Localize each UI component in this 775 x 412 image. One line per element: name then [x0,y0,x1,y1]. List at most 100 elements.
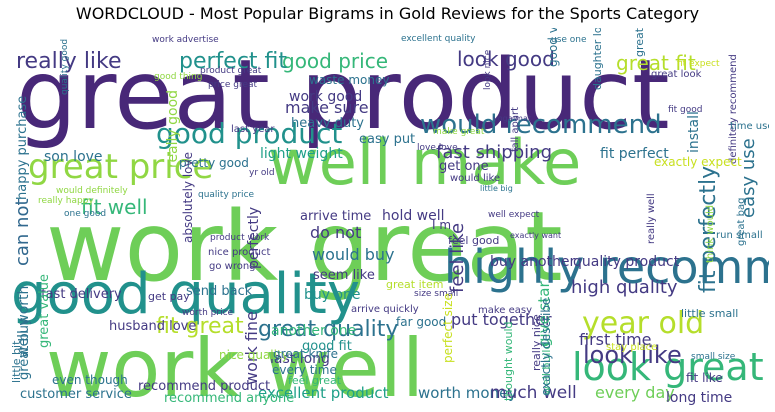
word-exactly-expect: exactly expect [654,155,742,169]
word-perfect-size: perfect size [441,293,455,363]
word-absolutely-love: absolutely love [181,152,195,243]
word-heavy-duty: heavy duty [291,116,364,131]
word-year-old: year old [582,306,704,341]
word-easy-use: easy use [738,138,759,218]
word-great-knife: great knife [273,347,338,361]
word-quality-good: quality good [60,39,70,95]
word-fit-expect: fit expect [677,59,720,69]
word-arrive-time: arrive time [300,209,371,224]
word-make-easy: make easy [478,305,532,316]
word-even-though: even though [52,373,128,387]
word-get-pay: get pay [148,290,190,303]
page-title: WORDCLOUD - Most Popular Bigrams in Gold… [75,4,700,23]
word-think-would: think would [705,205,716,263]
word-another-one: another one [271,323,356,339]
word-worth-price: worth price [182,308,234,318]
word-daughter-love: daughter love [591,28,604,90]
word-fit-perfectly: fit perfectly [696,166,721,293]
word-fit-perfect: fit perfect [600,146,669,162]
word-send-back: send back [186,284,253,299]
word-thought-would: thought would [502,322,515,402]
word-last-year: last year [231,124,275,135]
word-well-build: well build [540,343,553,395]
word-would-buy: would buy [312,245,394,264]
word-fast-shipping: fast shipping [436,142,552,163]
word-easy-put: easy put [359,132,415,147]
word-hold-well: hold well [382,208,445,224]
word-first-time: first time [579,330,652,349]
word-product-great: product great [200,66,262,76]
word-quality-product: quality product [573,254,680,270]
word-last-long: last long [270,351,330,367]
word-feel-like: feel like [447,223,468,293]
word-size-small: size small [414,289,458,299]
word-can-not: can not [12,198,33,266]
word-exactly-describe: exactly describe [539,298,553,396]
word-fit-great: fit great [156,314,244,339]
word-i-m: I m [432,218,451,232]
word-excellent-product: excellent product [258,384,389,402]
word-seem-like: seem like [313,268,375,283]
word-pretty-good: pretty good [179,156,249,170]
word-install: install [686,111,702,153]
word-good-product: good product [156,117,342,150]
word-great-product: great product [16,39,670,151]
word-far-good: far good [396,315,446,329]
word-fit-good: fit good [668,105,703,115]
word-waste-money: waste money [309,73,389,87]
word-perfectly: perfectly [246,207,262,269]
word-look-nice: look nice [483,49,493,90]
word-work-fine: work fine [242,311,261,385]
word-would-recommend: would recommend [420,110,662,140]
word-nice-quality: nice quality [219,348,289,362]
word-good-value: good value [546,28,560,67]
word-look-great: look great [572,345,764,389]
word-great-deal: great deal [633,28,646,57]
word-use-one: use one [551,35,587,45]
word-one-good: one good [64,209,106,219]
word-every-day: every day [595,383,675,402]
word-would-definitely: would definitely [56,186,128,196]
word-great-buy: great buy [17,317,32,380]
word-great-fit: great fit [616,51,696,75]
word-quality-price: quality price [198,190,255,200]
word-customer-service: customer service [20,387,132,402]
word-perfect-fit: perfect fit [179,49,287,74]
word-exactly-want: exactly want [510,231,561,240]
word-feel-great: feel great [288,374,342,387]
word-fit-like: fit like [686,371,723,385]
word-work-good: work good [289,89,362,105]
word-good-thing: good thing [154,72,202,82]
word-cloud: great product work great work well well mak… [10,28,769,406]
word-well-make: well make [268,126,581,199]
word-highly-recommend: highly recommend [444,240,769,294]
word-recommend-anyone: recommend anyone [164,391,294,406]
word-product-work: product work [210,233,270,243]
word-excellent-quality: excellent quality [401,34,476,44]
word-go-wrong: go wrong [209,261,256,272]
word-fall-apart: fall apart [510,107,521,152]
word-fast-delivery: fast delivery [41,287,122,302]
word-work-well: work well [46,322,424,406]
word-great-bag: great bag [736,198,747,246]
word-love-love: love love [417,143,458,153]
word-high-quality: high quality [571,277,678,298]
word-small-size: small size [691,352,736,362]
word-worth-money: worth money [418,384,517,402]
word-stay-place: stay place [606,342,657,353]
word-get-one: get one [439,159,489,174]
word-husband-love: husband love [109,319,196,334]
word-great-price: great price [28,147,213,187]
word-would-like: would like [450,173,500,184]
word-light-weight: light weight [260,146,343,162]
word-price-great: price great [208,80,258,90]
word-much-well: much well [490,383,577,403]
word-buy-another: buy another [490,254,575,270]
word-happy-purchase: happy purchase [15,96,30,200]
word-good-quality: good quality [11,262,360,327]
word-look-good: look good [457,47,555,71]
word-well-worth: well worth [16,286,32,358]
word-really-like: really like [16,49,122,74]
word-yoga-mat: yoga mat [493,114,531,123]
word-really-happy: really happy [38,196,94,206]
